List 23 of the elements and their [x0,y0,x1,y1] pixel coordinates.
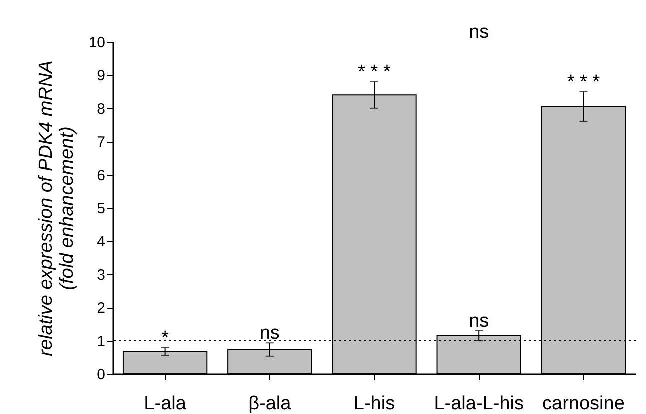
y-tick-label: 7 [97,134,106,152]
y-tick-label: 9 [97,68,106,85]
y-tick-label: 3 [97,266,106,284]
x-tick-label: carnosine [542,394,625,414]
x-tick-label: β-ala [248,394,292,414]
y-axis-title: relative expression of PDK4 mRNA (fold enhancement) [36,60,78,356]
annotation: ns [469,310,490,332]
annotation: * * * [358,62,392,83]
y-tick-label: 1 [97,333,106,350]
annotation: ns [469,22,490,43]
y-tick-label: 10 [88,34,106,52]
y-tick-label: 0 [97,366,106,384]
y-tick-label: 5 [97,200,106,218]
x-tick-label: L-ala [144,394,187,414]
annotation: * * * [567,72,601,93]
y-tick-label: 4 [97,234,106,251]
y-tick-label: 2 [97,300,106,318]
annotation: * [162,328,170,349]
x-tick-label: L-ala-L-his [434,394,524,414]
y-tick-label: 6 [97,167,106,184]
annotation: ns [260,323,280,344]
x-tick-label: L-his [354,394,396,414]
y-tick-label: 8 [97,100,106,118]
